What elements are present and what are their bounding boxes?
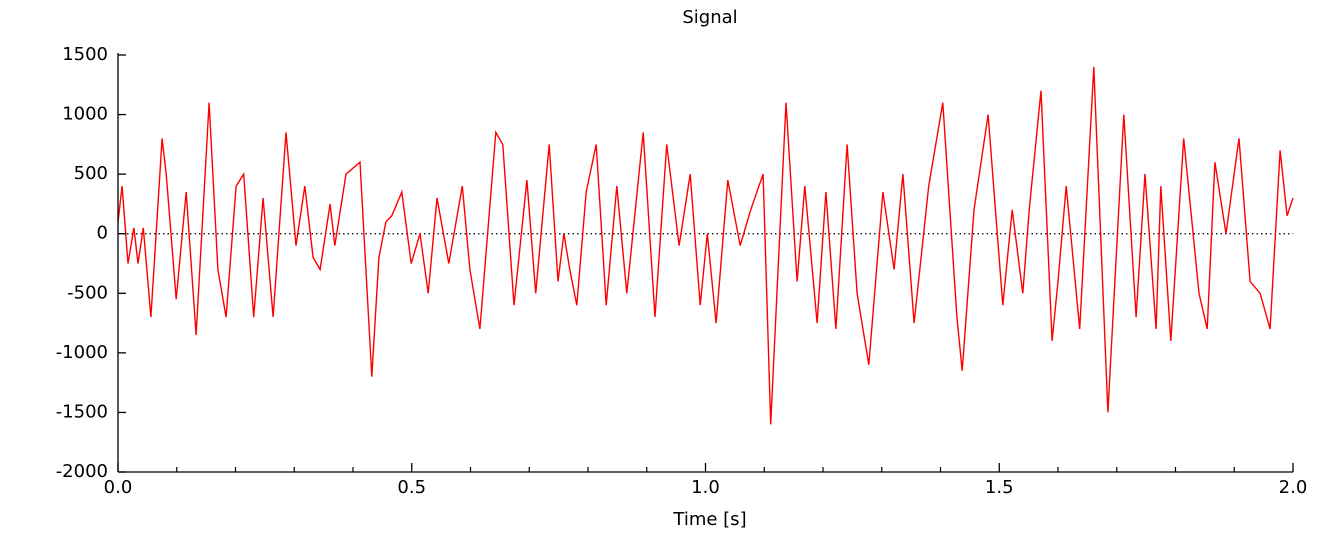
y-tick-label: 500 — [74, 163, 108, 184]
x-tick-label: 0.5 — [397, 477, 426, 498]
x-tick-label: 1.0 — [691, 477, 720, 498]
x-tick-label: 1.5 — [985, 477, 1014, 498]
x-tick-label: 2.0 — [1279, 477, 1308, 498]
x-tick-label: 0.0 — [104, 477, 133, 498]
chart-title: Signal — [682, 7, 737, 28]
y-tick-label: 1000 — [62, 104, 108, 125]
x-axis-label: Time [s] — [672, 509, 746, 530]
y-tick-label: 0 — [97, 223, 108, 244]
y-tick-label: 1500 — [62, 44, 108, 65]
signal-line — [117, 66, 1294, 425]
y-tick-label: -500 — [67, 282, 108, 303]
y-tick-label: -2000 — [56, 461, 108, 482]
y-tick-label: -1000 — [56, 342, 108, 363]
y-tick-label: -1500 — [56, 401, 108, 422]
